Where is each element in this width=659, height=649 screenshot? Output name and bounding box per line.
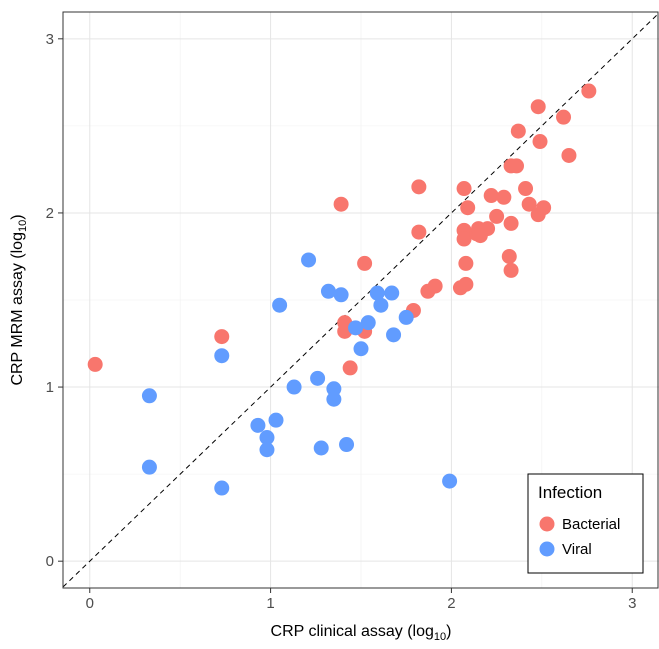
point [250, 417, 266, 433]
point [326, 391, 342, 407]
point [510, 123, 526, 139]
point [313, 440, 329, 456]
point [556, 109, 572, 125]
point [386, 327, 402, 343]
point [427, 278, 443, 294]
point [503, 262, 519, 278]
point [310, 370, 326, 386]
point [301, 252, 317, 268]
point [339, 437, 355, 453]
y-label-end: ) [9, 214, 26, 219]
point [333, 196, 349, 212]
legend: Infection Bacterial Viral [527, 473, 644, 574]
y-label-sub: 10 [17, 220, 29, 232]
point [509, 158, 525, 174]
y-axis-label: CRP MRM assay (log10) [9, 214, 29, 385]
point [259, 442, 275, 458]
plot-border [62, 11, 659, 589]
point [141, 459, 157, 475]
point [518, 181, 534, 197]
point [326, 381, 342, 397]
point [141, 388, 157, 404]
point [214, 480, 230, 496]
point [458, 255, 474, 271]
point [496, 189, 512, 205]
point [357, 255, 373, 271]
point [286, 379, 302, 395]
point [342, 360, 358, 376]
point [483, 188, 499, 204]
legend-title: Infection [538, 483, 602, 502]
point [259, 430, 275, 446]
x-tick-label: 3 [628, 595, 636, 612]
point [458, 276, 474, 292]
point [503, 215, 519, 231]
point [456, 231, 472, 247]
legend-label: Bacterial [562, 516, 620, 533]
legend-marker [539, 516, 555, 532]
point [348, 320, 364, 336]
y-tick-label: 2 [46, 205, 54, 222]
point [333, 287, 349, 303]
point [384, 285, 400, 301]
point [536, 200, 552, 216]
point [532, 134, 548, 150]
x-axis-label: CRP clinical assay (log10) [271, 623, 452, 643]
point [521, 196, 537, 212]
point [456, 181, 472, 197]
point [373, 297, 389, 313]
y-tick-label: 1 [46, 379, 54, 396]
x-tick-label: 0 [86, 595, 94, 612]
x-tick-label: 1 [266, 595, 274, 612]
point [320, 283, 336, 299]
point [272, 297, 288, 313]
y-tick-label: 0 [46, 553, 54, 570]
x-label-sub: 10 [434, 631, 446, 643]
point [398, 309, 414, 325]
point [360, 315, 376, 331]
y-tick-label: 3 [46, 31, 54, 48]
legend-marker [539, 541, 555, 557]
point [411, 179, 427, 195]
point [472, 228, 488, 244]
point [581, 83, 597, 99]
point [87, 356, 103, 372]
reference-line [62, 12, 659, 588]
point [353, 341, 369, 357]
y-label-text: CRP MRM assay (log [9, 232, 26, 386]
point [411, 224, 427, 240]
x-label-end: ) [446, 623, 451, 640]
point [460, 200, 476, 216]
point [369, 285, 385, 301]
point [214, 329, 230, 345]
legend-label: Viral [562, 541, 592, 558]
point [489, 208, 505, 224]
point [561, 147, 577, 163]
point [214, 348, 230, 364]
point [530, 99, 546, 115]
x-label-text: CRP clinical assay (log [271, 623, 434, 640]
point [268, 412, 284, 428]
x-tick-label: 2 [447, 595, 455, 612]
point [442, 473, 458, 489]
point [501, 248, 517, 264]
